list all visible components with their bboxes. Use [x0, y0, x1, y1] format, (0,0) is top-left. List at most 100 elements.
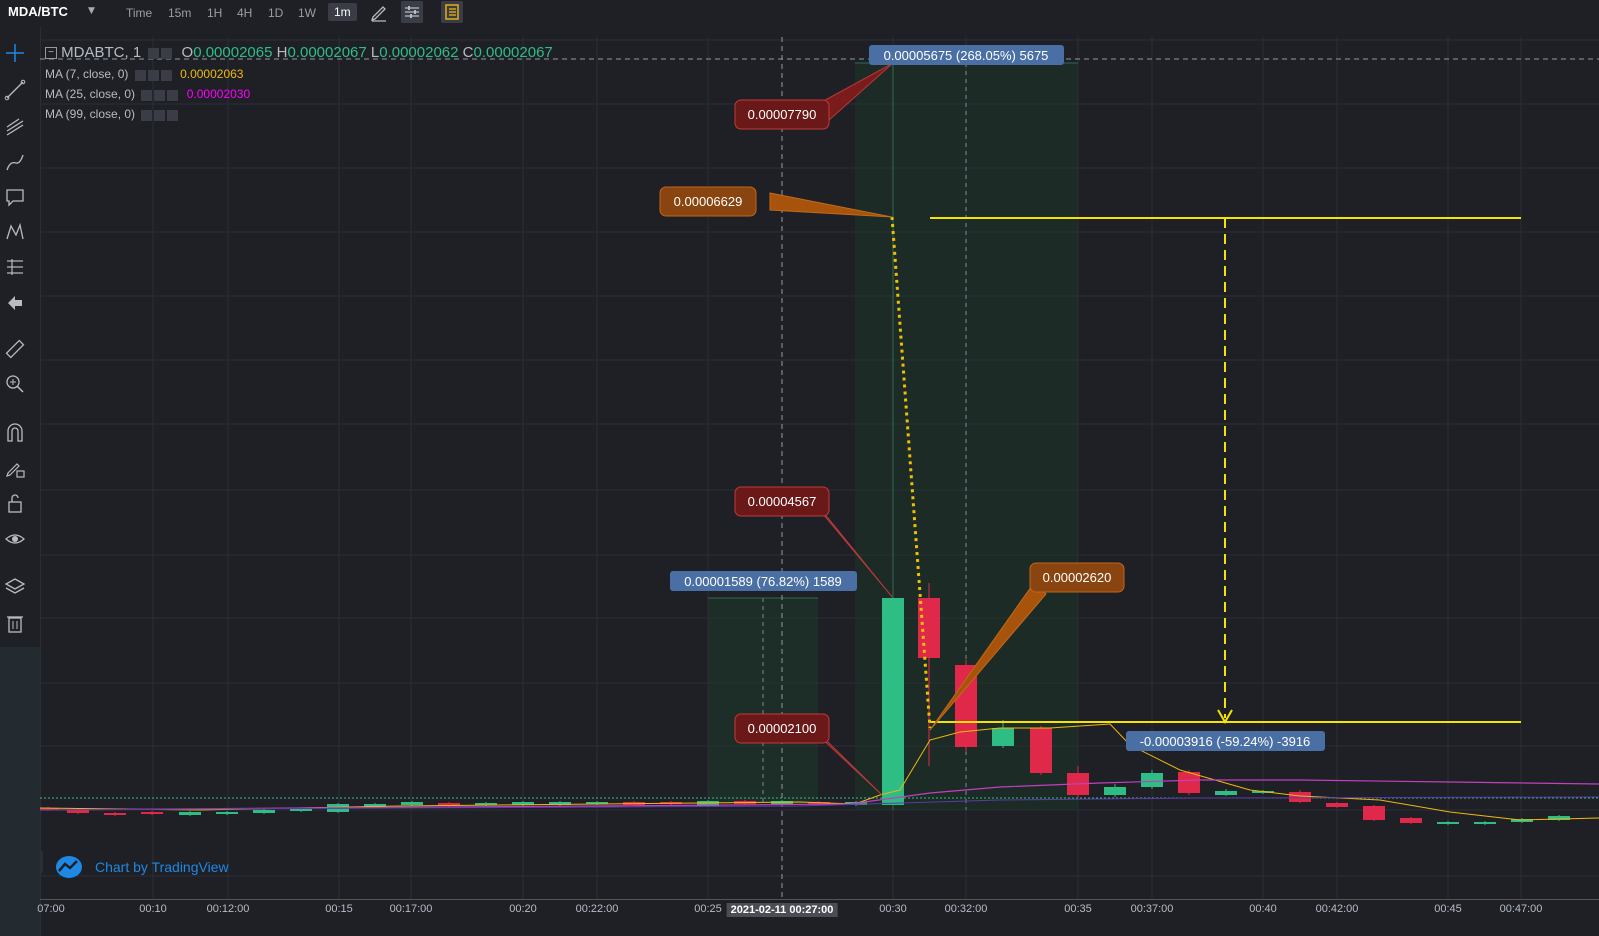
candle-body: [512, 802, 534, 805]
x-tick: 00:35: [1064, 903, 1092, 915]
legend-collapse-icon[interactable]: −: [45, 47, 57, 60]
candle-body: [882, 598, 904, 805]
timeframe-time[interactable]: Time: [126, 6, 153, 20]
legend-ma99-buttons[interactable]: [141, 108, 180, 122]
ma7-line: [40, 723, 1599, 821]
candle-body: [992, 728, 1014, 746]
timeframe-1m[interactable]: 1m: [328, 3, 357, 21]
eye-icon[interactable]: [4, 528, 26, 550]
pencil-icon[interactable]: [368, 1, 390, 23]
candle-body: [290, 809, 312, 811]
trash-icon[interactable]: [4, 612, 26, 634]
candle-body: [1141, 773, 1163, 787]
x-tick: 00:25: [694, 903, 722, 915]
toolbar-lower-panel: [0, 647, 40, 936]
callout-2100-text: 0.00002100: [748, 721, 817, 736]
x-tick: 00:47:00: [1499, 903, 1543, 915]
settings-sliders-icon[interactable]: [401, 1, 423, 23]
legend-main: − MDABTC, 1 O0.00002065 H0.00002067 L0.0…: [45, 44, 553, 62]
ruler-icon[interactable]: [4, 338, 26, 360]
grid: [40, 37, 1599, 899]
zoom-in-icon[interactable]: [4, 373, 26, 395]
candles: [40, 583, 1570, 825]
ma25-line: [40, 779, 1599, 811]
candle-body: [1178, 772, 1200, 793]
candle-body: [364, 804, 386, 807]
top-toolbar: MDA/BTC ▼ Time 15m 1H 4H 1D 1W 1m: [0, 0, 1599, 27]
candle-body: [955, 665, 977, 747]
tradingview-logo-icon: [56, 856, 82, 878]
candle-body: [67, 810, 89, 813]
magnet-icon[interactable]: [4, 422, 26, 444]
brush-icon[interactable]: [4, 151, 26, 173]
callout-2620-text: 0.00002620: [1043, 570, 1112, 585]
time-axis[interactable]: 07:00 00:10 00:12:00 00:15 00:17:00 00:2…: [37, 899, 1599, 920]
candle-body: [40, 808, 59, 810]
x-tick: 00:42:00: [1315, 903, 1359, 915]
timeframe-1d[interactable]: 1D: [268, 6, 284, 20]
measure-top-text: 0.00005675 (268.05%) 5675: [884, 48, 1049, 63]
candle-body: [438, 803, 460, 806]
drawing-toolbar: [0, 27, 41, 936]
notes-icon[interactable]: [441, 1, 463, 23]
x-tick: 00:40: [1249, 903, 1277, 915]
measure-top-box: [869, 45, 1064, 65]
candle-body: [1474, 822, 1496, 824]
lock-drawing-icon[interactable]: [4, 457, 26, 479]
candle-body: [1326, 803, 1348, 807]
legend-ma7: MA (7, close, 0) 0.00002063: [45, 67, 244, 82]
candle-body: [549, 802, 571, 805]
legend-ma25: MA (25, close, 0) 0.00002030: [45, 87, 251, 102]
x-tick: 00:30: [879, 903, 907, 915]
measure-right-text: -0.00003916 (-59.24%) -3916: [1140, 734, 1311, 749]
comment-icon[interactable]: [4, 186, 26, 208]
candle-body: [697, 801, 719, 806]
candle-body: [586, 802, 608, 804]
chevron-down-icon[interactable]: ▼: [88, 6, 95, 16]
x-tick-crosshair: 2021-02-11 00:27:00: [726, 903, 838, 917]
timeframe-1h[interactable]: 1H: [207, 6, 223, 20]
legend-main-buttons[interactable]: [148, 45, 174, 62]
candle-body: [475, 803, 497, 805]
price-chart[interactable]: 0.00007790 0.00006629 0.00004567 0.00002…: [40, 37, 1599, 899]
candle-body: [1400, 818, 1422, 823]
x-tick: 00:17:00: [389, 903, 433, 915]
x-tick: 00:22:00: [575, 903, 619, 915]
x-tick: 00:45: [1434, 903, 1462, 915]
callout-6629-box: [659, 186, 757, 217]
candle-body: [179, 812, 201, 815]
collapse-handle: [40, 850, 43, 874]
candle-body: [1030, 728, 1052, 773]
callout-6629-text: 0.00006629: [674, 194, 743, 209]
candle-body: [401, 802, 423, 805]
unlock-icon[interactable]: [4, 492, 26, 514]
back-arrow-icon[interactable]: [4, 292, 26, 314]
fib-icon[interactable]: [4, 115, 26, 137]
pattern-icon[interactable]: [4, 221, 26, 243]
legend-ma7-buttons[interactable]: [134, 68, 174, 82]
candle-body: [1511, 819, 1533, 822]
layers-icon[interactable]: [4, 576, 26, 598]
attribution-text: Chart by TradingView: [95, 859, 229, 875]
legend-ma25-buttons[interactable]: [141, 88, 180, 102]
timeframe-4h[interactable]: 4H: [237, 6, 253, 20]
callout-4567-box: [734, 486, 830, 517]
timeframe-1w[interactable]: 1W: [298, 6, 316, 20]
callout-6629-pointer: [769, 192, 893, 218]
chart-canvas[interactable]: 0.00007790 0.00006629 0.00004567 0.00002…: [40, 37, 1599, 899]
legend-symbol: MDABTC, 1: [61, 44, 142, 61]
callout-high-box: [734, 99, 830, 130]
crosshair-icon[interactable]: [4, 42, 26, 64]
trend-line-icon[interactable]: [4, 79, 26, 101]
symbol-selector[interactable]: MDA/BTC: [8, 4, 68, 19]
dotted-path: [890, 216, 932, 729]
drop-arrow-head: [1217, 709, 1233, 724]
x-tick: 00:20: [509, 903, 537, 915]
measure-zone-left: [708, 598, 818, 803]
ma99-line: [40, 796, 1599, 811]
x-tick: 00:37:00: [1130, 903, 1174, 915]
prediction-icon[interactable]: [4, 256, 26, 278]
candle-body: [1215, 791, 1237, 795]
timeframe-15m[interactable]: 15m: [168, 6, 192, 20]
x-tick: 00:12:00: [206, 903, 250, 915]
